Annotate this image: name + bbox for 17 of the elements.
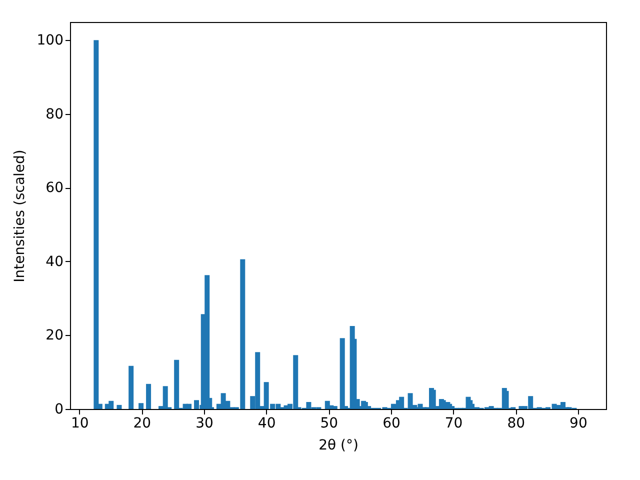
y-tick-label: 80 (46, 106, 64, 122)
x-tick-label: 10 (70, 416, 89, 432)
x-tick-label: 20 (133, 416, 152, 432)
x-tick-label: 70 (444, 416, 463, 432)
x-tick-label: 80 (507, 416, 526, 432)
x-tick-label: 30 (196, 416, 214, 432)
x-axis-title: 2θ (°) (318, 438, 358, 454)
y-tick-label: 100 (36, 32, 64, 49)
x-tick-label: 90 (570, 416, 588, 432)
y-tick-label: 40 (46, 254, 64, 270)
y-axis-title: Intensities (scaled) (12, 150, 28, 282)
x-tick-label: 50 (320, 416, 338, 432)
y-tick-label: 0 (54, 402, 64, 418)
y-tick-label: 60 (46, 180, 64, 196)
y-tick-label: 20 (46, 328, 64, 344)
x-tick-label: 60 (382, 416, 400, 432)
x-tick-label: 40 (258, 416, 276, 432)
